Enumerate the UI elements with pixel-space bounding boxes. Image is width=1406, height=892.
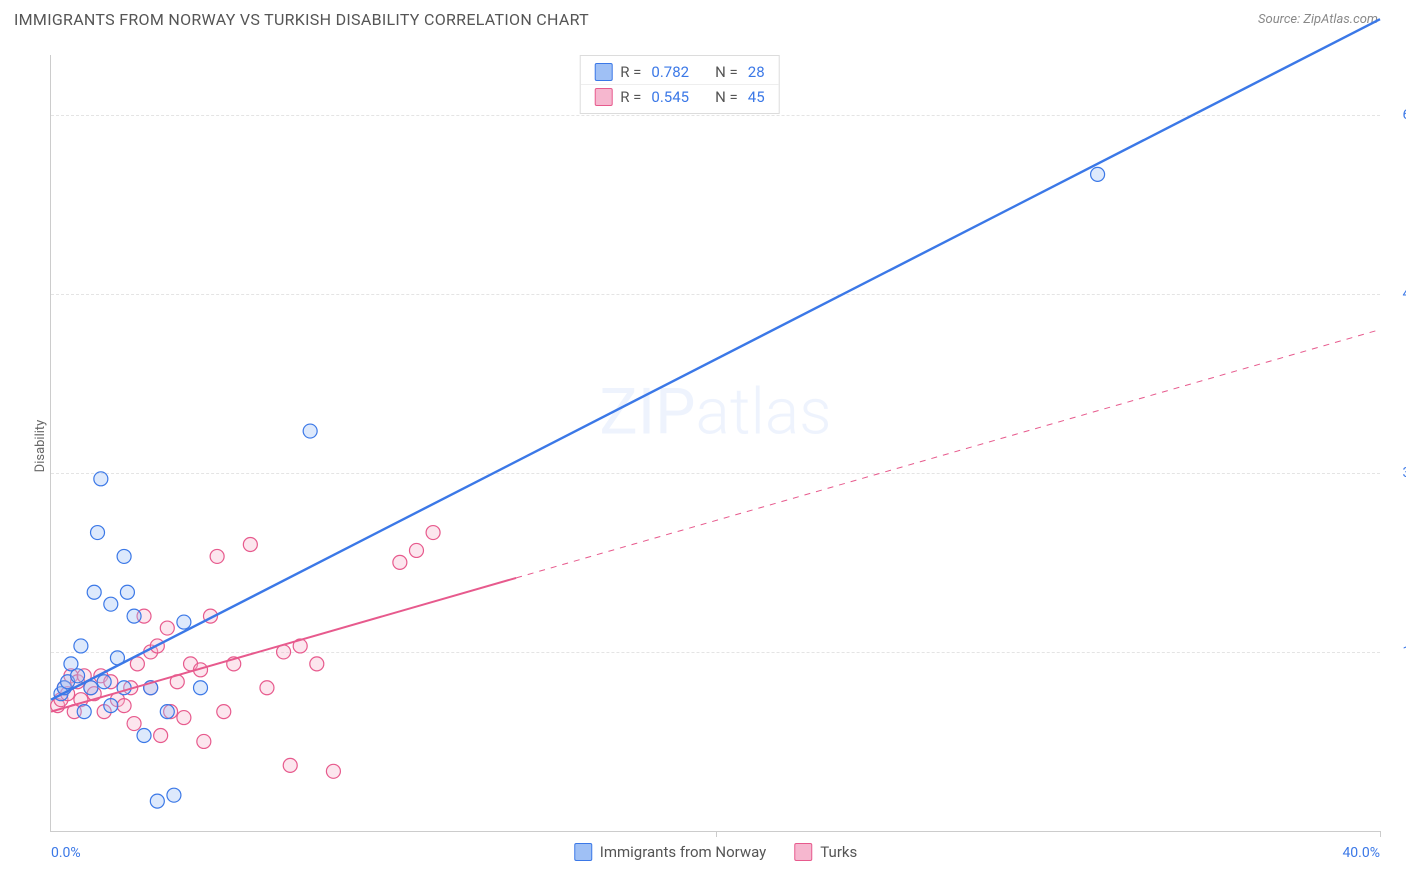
scatter-point [150,794,164,808]
scatter-point [260,681,274,695]
scatter-point [197,734,211,748]
scatter-point [303,424,317,438]
y-tick-label: 45.0% [1388,286,1406,302]
scatter-point [77,705,91,719]
scatter-point [117,549,131,563]
legend-n-label: N = [715,63,738,81]
legend-n-value-turks: 45 [748,88,765,106]
scatter-point [94,472,108,486]
chart-plot-area: ZIPatlas R = 0.782 N = 28 R = 0.545 N = … [50,55,1380,832]
scatter-point [154,728,168,742]
scatter-point [310,657,324,671]
scatter-point [194,681,208,695]
scatter-point [426,526,440,540]
x-tick-label: 0.0% [51,845,81,861]
legend-r-value-norway: 0.782 [651,63,689,81]
scatter-point [409,543,423,557]
x-tick-mark [1380,831,1381,837]
legend-item-turks: Turks [794,843,857,861]
y-axis-label: Disability [33,420,48,473]
legend-swatch-icon [794,843,812,861]
scatter-point [177,615,191,629]
scatter-point [87,585,101,599]
series-legend: Immigrants from Norway Turks [574,843,857,861]
trend-line-solid [51,578,516,712]
scatter-point [326,764,340,778]
scatter-point [74,639,88,653]
scatter-point [117,699,131,713]
y-tick-label: 60.0% [1388,107,1406,123]
legend-row-turks: R = 0.545 N = 45 [580,85,778,109]
legend-item-norway: Immigrants from Norway [574,843,767,861]
scatter-point [243,537,257,551]
legend-row-norway: R = 0.782 N = 28 [580,60,778,85]
scatter-point [160,621,174,635]
legend-r-value-turks: 0.545 [651,88,689,106]
legend-swatch-icon [574,843,592,861]
scatter-point [104,597,118,611]
x-tick-mark [716,831,717,837]
scatter-point [127,609,141,623]
scatter-plot-svg [51,55,1380,831]
y-tick-label: 30.0% [1388,465,1406,481]
legend-n-label: N = [715,88,738,106]
scatter-point [393,555,407,569]
legend-swatch-norway [594,63,612,81]
legend-label-turks: Turks [820,843,857,861]
scatter-point [104,699,118,713]
legend-swatch-turks [594,88,612,106]
scatter-point [1091,167,1105,181]
scatter-point [97,675,111,689]
chart-title: IMMIGRANTS FROM NORWAY VS TURKISH DISABI… [14,10,589,29]
scatter-point [217,705,231,719]
legend-label-norway: Immigrants from Norway [600,843,767,861]
correlation-legend: R = 0.782 N = 28 R = 0.545 N = 45 [579,55,779,114]
scatter-point [283,758,297,772]
scatter-point [137,728,151,742]
trend-line-solid [51,19,1380,699]
legend-r-label: R = [620,63,641,81]
x-tick-label: 40.0% [1342,845,1380,861]
scatter-point [167,788,181,802]
scatter-point [160,705,174,719]
scatter-point [71,669,85,683]
scatter-point [210,549,224,563]
source-label: Source: ZipAtlas.com [1258,12,1378,27]
scatter-point [127,717,141,731]
scatter-point [177,711,191,725]
trend-line-dashed [516,330,1380,578]
scatter-point [91,526,105,540]
scatter-point [120,585,134,599]
y-tick-label: 15.0% [1388,644,1406,660]
legend-n-value-norway: 28 [748,63,765,81]
legend-r-label: R = [620,88,641,106]
